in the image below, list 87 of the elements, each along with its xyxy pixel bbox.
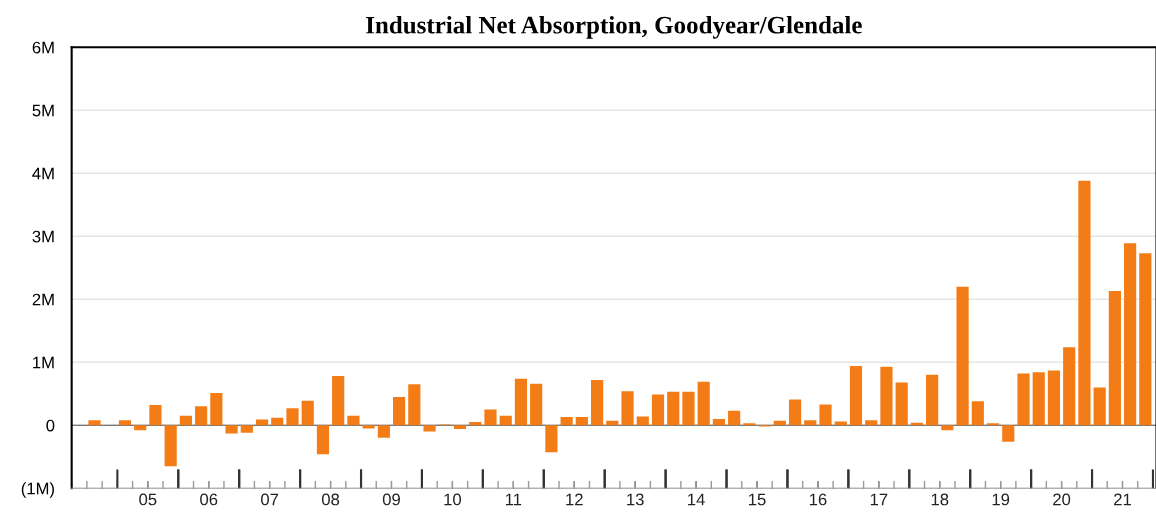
bar — [1002, 425, 1015, 442]
chart-title: Industrial Net Absorption, Goodyear/Glendale — [366, 16, 862, 39]
bar — [164, 425, 177, 467]
bar — [453, 425, 467, 430]
bar — [712, 418, 726, 426]
bar — [332, 376, 345, 426]
x-tick-label: 12 — [566, 493, 583, 506]
bar — [1047, 370, 1061, 426]
bar — [347, 415, 360, 426]
x-tick-label: 10 — [444, 493, 462, 506]
x-tick-label: 09 — [382, 493, 400, 506]
bar — [545, 425, 558, 453]
bar — [469, 422, 482, 426]
bar — [849, 366, 863, 426]
bar — [621, 391, 634, 426]
bar — [1078, 180, 1091, 426]
x-tick-label: 15 — [748, 493, 766, 506]
bar — [240, 425, 253, 433]
bar — [1093, 387, 1106, 426]
x-tick-label: 17 — [870, 493, 888, 506]
bar — [788, 399, 802, 426]
bar — [408, 384, 421, 426]
y-tick-label: 2M — [32, 293, 54, 306]
bar — [210, 393, 223, 426]
bar — [1108, 291, 1121, 426]
bar — [195, 406, 208, 426]
bar — [514, 378, 528, 426]
bar — [880, 366, 893, 426]
bar — [834, 421, 847, 426]
bar — [560, 417, 573, 426]
bar — [1032, 372, 1045, 426]
bar — [804, 420, 817, 426]
bar — [575, 417, 588, 426]
y-tick-label: 3M — [32, 230, 54, 243]
bar — [971, 401, 984, 426]
y-tick-label: 6M — [32, 41, 54, 54]
bar — [941, 425, 954, 431]
bar — [362, 425, 375, 429]
bar — [728, 410, 741, 426]
bar — [316, 425, 330, 455]
bar — [819, 404, 832, 426]
x-tick-label: 20 — [1053, 493, 1071, 506]
x-tick-label: 08 — [321, 493, 340, 506]
bar — [636, 416, 649, 426]
bar — [179, 415, 192, 426]
bar — [286, 408, 299, 426]
x-tick-label: 13 — [627, 493, 644, 506]
x-tick-label: 19 — [992, 493, 1010, 506]
x-tick-label: 05 — [139, 493, 157, 506]
bar — [590, 379, 604, 426]
x-tick-label: 14 — [688, 493, 705, 506]
x-tick-label: 11 — [505, 493, 522, 506]
bar — [423, 425, 436, 432]
y-tick-label: 1M — [33, 356, 54, 369]
bar — [377, 425, 390, 438]
bar — [134, 425, 147, 431]
bar — [225, 425, 238, 434]
bar — [88, 420, 101, 426]
bar — [697, 381, 710, 426]
bar — [1124, 243, 1137, 426]
y-tick-label: (1M) — [21, 482, 54, 498]
bar — [1017, 373, 1030, 426]
bar — [149, 405, 162, 426]
bar — [956, 286, 969, 426]
bar — [499, 415, 512, 426]
bar — [895, 382, 908, 426]
bar — [1063, 347, 1076, 426]
x-tick-label: 21 — [1114, 493, 1131, 506]
bar — [301, 400, 314, 426]
bar — [118, 420, 132, 426]
bar — [484, 409, 497, 426]
bar — [271, 417, 284, 426]
bar — [1139, 253, 1152, 426]
x-tick-label: 16 — [809, 493, 827, 506]
bar — [682, 391, 695, 426]
bar — [530, 383, 543, 426]
x-tick-label: 06 — [200, 493, 218, 506]
bar — [926, 374, 939, 426]
x-tick-label: 07 — [261, 493, 279, 506]
x-tick-label: 18 — [931, 493, 949, 506]
y-tick-label: 4M — [32, 167, 54, 180]
y-tick-label: 5M — [32, 104, 54, 117]
y-tick-label: 0 — [46, 419, 55, 432]
bar — [667, 391, 680, 426]
bar — [393, 396, 406, 426]
bar — [865, 420, 878, 426]
bar — [651, 394, 665, 426]
